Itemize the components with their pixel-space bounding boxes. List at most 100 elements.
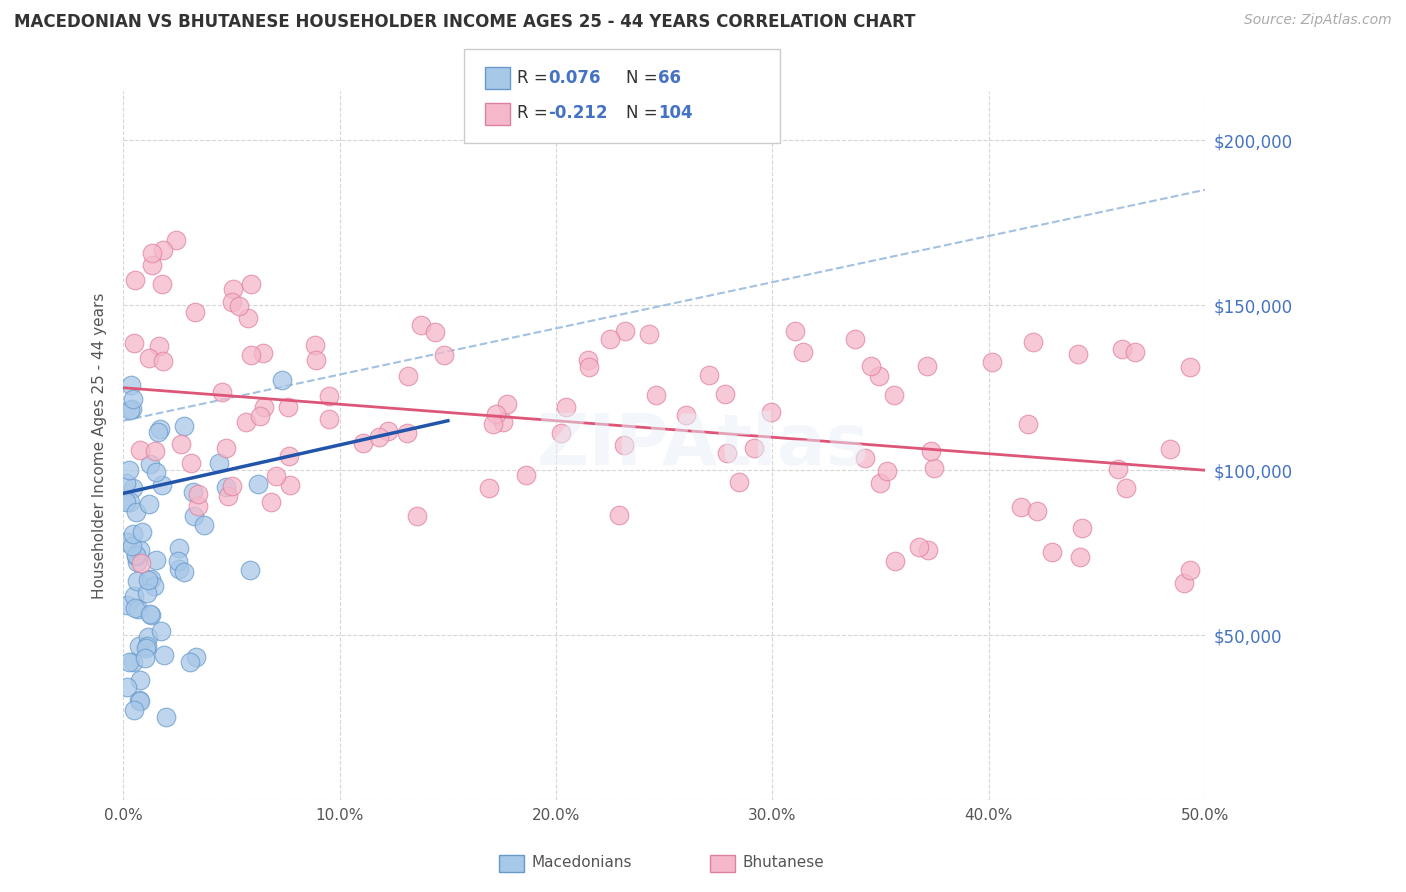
Point — [125, 549, 148, 563]
Point — [240, 348, 263, 362]
Point — [1010, 500, 1032, 514]
Point — [121, 401, 143, 416]
Point — [120, 377, 142, 392]
Point — [141, 608, 163, 623]
Point — [165, 233, 187, 247]
Point — [167, 554, 190, 568]
Point — [122, 526, 145, 541]
Point — [907, 540, 929, 554]
Point — [136, 573, 159, 587]
Point — [1107, 462, 1129, 476]
Point — [183, 508, 205, 523]
Point — [980, 355, 1002, 369]
Point — [115, 476, 138, 491]
Point — [208, 456, 231, 470]
Point — [215, 480, 238, 494]
Point — [515, 468, 537, 483]
Point — [136, 640, 159, 654]
Point — [124, 335, 146, 350]
Point — [125, 574, 148, 589]
Point — [184, 304, 207, 318]
Point — [1025, 504, 1047, 518]
Point — [155, 710, 177, 724]
Point — [122, 589, 145, 603]
Point — [211, 384, 233, 399]
Point — [118, 403, 141, 417]
Point — [1071, 521, 1094, 535]
Point — [305, 352, 328, 367]
Point — [173, 565, 195, 579]
Point — [187, 499, 209, 513]
Point — [170, 437, 193, 451]
Point — [270, 373, 292, 387]
Point — [576, 352, 599, 367]
Point — [252, 346, 274, 360]
Point — [278, 449, 301, 463]
Point — [1067, 347, 1090, 361]
Point — [675, 408, 697, 422]
Point — [860, 359, 883, 373]
Point — [249, 409, 271, 424]
Point — [127, 555, 149, 569]
Point — [280, 477, 302, 491]
Point — [121, 392, 143, 406]
Point — [115, 495, 138, 509]
Point — [129, 556, 152, 570]
Point — [142, 579, 165, 593]
Point — [118, 495, 141, 509]
Point — [917, 359, 939, 374]
Point — [1123, 345, 1146, 359]
Point — [138, 497, 160, 511]
Point — [145, 553, 167, 567]
Text: N =: N = — [626, 69, 662, 87]
Point — [152, 354, 174, 368]
Point — [1042, 544, 1064, 558]
Point — [125, 549, 148, 563]
Point — [855, 450, 877, 465]
Point — [215, 441, 238, 455]
Point — [136, 586, 159, 600]
Point — [152, 648, 174, 662]
Point — [637, 326, 659, 341]
Point — [148, 339, 170, 353]
Point — [555, 401, 578, 415]
Point — [1180, 360, 1202, 375]
Point — [1178, 563, 1201, 577]
Point — [713, 387, 735, 401]
Point — [180, 456, 202, 470]
Point — [117, 680, 139, 694]
Point — [260, 495, 283, 509]
Point — [396, 368, 419, 383]
Point — [481, 417, 503, 431]
Point — [485, 407, 508, 421]
Point — [395, 425, 418, 440]
Text: 104: 104 — [658, 104, 693, 122]
Point — [217, 489, 239, 503]
Point — [136, 631, 159, 645]
Point — [115, 598, 138, 612]
Point — [167, 562, 190, 576]
Point — [124, 601, 146, 615]
Point — [550, 425, 572, 440]
Text: Macedonians: Macedonians — [531, 855, 631, 870]
Point — [150, 277, 173, 291]
Point — [697, 368, 720, 382]
Point — [406, 509, 429, 524]
Point — [377, 424, 399, 438]
Point — [146, 425, 169, 439]
Text: N =: N = — [626, 104, 662, 122]
Point — [920, 443, 942, 458]
Point — [868, 368, 890, 383]
Text: R =: R = — [517, 69, 554, 87]
Point — [179, 656, 201, 670]
Point — [304, 337, 326, 351]
Point — [266, 468, 288, 483]
Point — [122, 655, 145, 669]
Point — [128, 639, 150, 653]
Point — [318, 389, 340, 403]
Point — [728, 475, 751, 489]
Point — [122, 703, 145, 717]
Point — [238, 311, 260, 326]
Point — [152, 243, 174, 257]
Point — [124, 273, 146, 287]
